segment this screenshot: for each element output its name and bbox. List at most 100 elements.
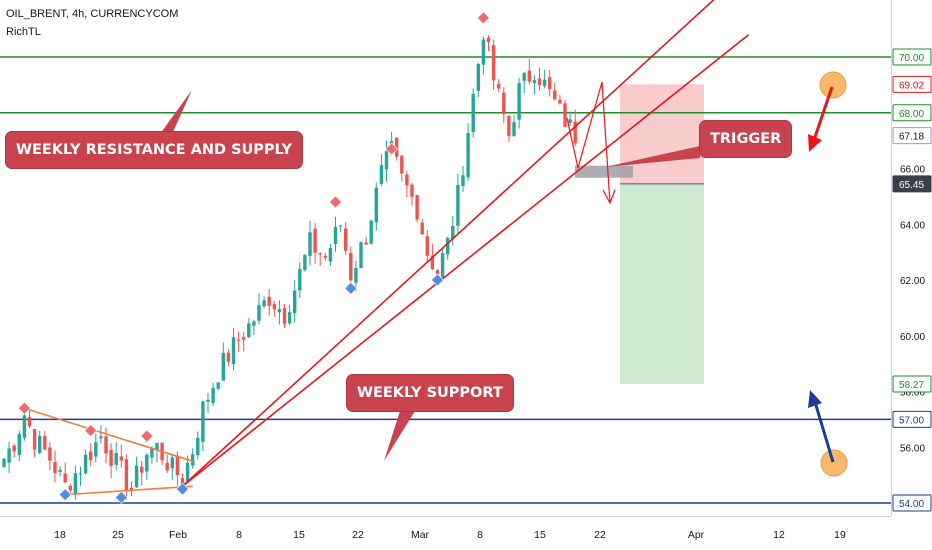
projection-arrowhead: [602, 189, 616, 205]
price-label-blue: 54.00: [892, 494, 932, 512]
candle: [114, 442, 118, 471]
candle-body: [537, 78, 542, 86]
candle: [119, 444, 123, 468]
up-arrow-shaft: [813, 401, 835, 463]
swing-high-marker: [476, 11, 490, 25]
candle-body: [94, 442, 98, 457]
x-tick-label: 22: [594, 529, 606, 541]
candle-body: [267, 296, 271, 306]
candle-body: [369, 220, 373, 244]
candle: [400, 154, 404, 182]
candle-body: [7, 448, 11, 463]
candle-body: [481, 39, 486, 65]
candle-body: [257, 305, 261, 321]
x-tick-label: 8: [236, 529, 242, 541]
candle: [425, 230, 429, 263]
price-label-box: [892, 104, 932, 122]
candle-body: [134, 465, 139, 488]
candle: [374, 182, 378, 231]
candle: [502, 87, 506, 124]
candle-body: [446, 237, 450, 255]
candle-body: [451, 225, 455, 240]
candle-body: [170, 457, 174, 469]
candle: [568, 111, 572, 127]
candle-body: [527, 70, 531, 82]
candle-body: [293, 290, 297, 314]
symbol-title[interactable]: OIL_BRENT, 4h, CURRENCYCOM: [6, 8, 179, 20]
price-label-box: [892, 375, 932, 393]
candle: [277, 300, 282, 325]
support-callout-pointer: [384, 411, 415, 461]
price-label-green: 68.00: [892, 104, 932, 122]
x-tick-label: 15: [293, 529, 305, 541]
candle: [420, 218, 424, 235]
candle: [129, 481, 134, 497]
candle: [58, 466, 62, 477]
candle-body: [155, 442, 159, 451]
indicator-label[interactable]: RichTL: [6, 26, 41, 38]
swing-high-marker: [385, 142, 399, 156]
candle: [344, 222, 348, 255]
candle-body: [471, 93, 475, 133]
candle: [287, 305, 292, 325]
candle: [303, 253, 307, 272]
candle-body: [338, 225, 343, 227]
candle: [83, 449, 88, 475]
candle: [32, 428, 37, 458]
candle-body: [507, 115, 511, 136]
candle-body: [99, 436, 103, 439]
candle: [573, 109, 577, 147]
candle: [7, 441, 11, 474]
candle: [542, 69, 547, 89]
candle-body: [308, 232, 312, 256]
candle: [175, 451, 180, 486]
candle: [252, 319, 256, 335]
swing-low-marker: [431, 273, 444, 287]
price-label-green: 70.00: [892, 48, 932, 66]
candle-body: [211, 387, 215, 404]
candle: [461, 166, 465, 192]
candle-body: [364, 242, 368, 245]
candle-body: [231, 337, 236, 365]
candle: [257, 292, 261, 325]
candle: [211, 382, 215, 406]
candle: [548, 70, 552, 97]
candle-body: [333, 226, 338, 245]
price-label-box: [892, 48, 932, 66]
candle-body: [78, 473, 83, 475]
candle: [405, 170, 409, 198]
candle-body: [206, 399, 210, 402]
candle: [221, 342, 225, 381]
candle: [451, 215, 455, 246]
candle-body: [242, 336, 246, 340]
candle-body: [558, 99, 562, 104]
candle: [338, 224, 343, 233]
candle-body: [435, 270, 440, 275]
candle-body: [191, 454, 195, 466]
candle: [196, 431, 200, 460]
candle: [140, 460, 144, 486]
candle-body: [323, 255, 327, 258]
candle: [94, 433, 98, 463]
candle-body: [68, 485, 72, 491]
candle: [298, 262, 302, 298]
swing-low-marker: [58, 488, 72, 502]
price-label-text: 58.27: [899, 380, 924, 391]
candle-body: [395, 137, 399, 157]
candle-body: [476, 64, 480, 91]
candle-body: [165, 462, 169, 471]
candle: [78, 466, 83, 486]
candle-body: [318, 253, 322, 255]
price-label-text: 70.00: [899, 53, 924, 64]
candle: [512, 115, 516, 137]
x-tick-label: 18: [54, 529, 66, 541]
candle-body: [517, 83, 521, 120]
candle-body: [48, 447, 52, 461]
candle-body: [282, 308, 287, 324]
y-tick-label: 58.00: [900, 388, 925, 399]
candle: [262, 296, 266, 309]
x-tick-label: 22: [352, 529, 364, 541]
candle-body: [277, 309, 282, 313]
candle-body: [354, 268, 358, 283]
